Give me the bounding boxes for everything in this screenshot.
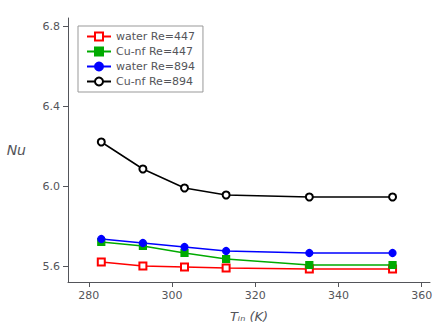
svg-text:6.0: 6.0 (43, 180, 61, 193)
svg-text:Nu: Nu (7, 142, 26, 158)
svg-text:300: 300 (162, 289, 183, 302)
svg-text:5.6: 5.6 (43, 260, 61, 273)
svg-text:6.8: 6.8 (43, 20, 61, 33)
svg-text:320: 320 (245, 289, 266, 302)
svg-text:water Re=447: water Re=447 (116, 30, 195, 43)
svg-text:340: 340 (328, 289, 349, 302)
svg-text:280: 280 (78, 289, 99, 302)
svg-text:Cu-nf Re=447: Cu-nf Re=447 (116, 45, 193, 58)
svg-text:360: 360 (411, 289, 432, 302)
svg-text:Cu-nf Re=894: Cu-nf Re=894 (116, 75, 193, 88)
svg-text:water Re=894: water Re=894 (116, 60, 195, 73)
svg-text:6.4: 6.4 (43, 100, 61, 113)
svg-text:Tᵢₙ (K): Tᵢₙ (K) (230, 309, 268, 324)
